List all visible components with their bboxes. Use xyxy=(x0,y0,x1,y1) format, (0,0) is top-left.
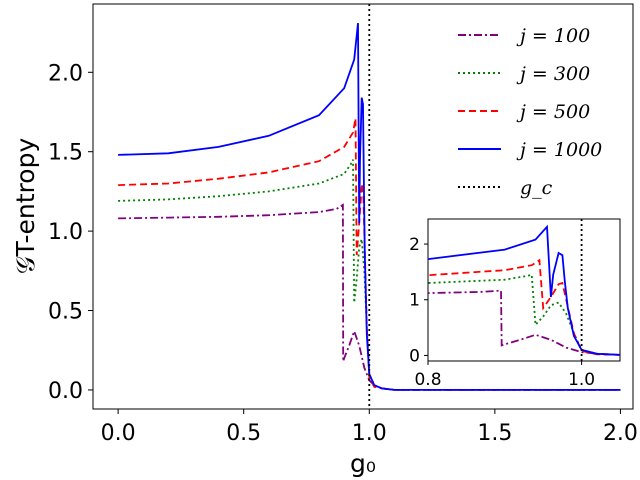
x-tick-label: 0.5 xyxy=(226,421,261,446)
legend-label-5: g_c xyxy=(520,177,553,199)
inset-y-tick-label: 1 xyxy=(409,291,420,311)
inset-y-tick-label: 2 xyxy=(409,235,420,255)
x-axis-label: g₀ xyxy=(350,449,376,478)
x-tick-label: 1.5 xyxy=(477,421,512,446)
legend-label-3: j = 500 xyxy=(516,101,590,123)
y-axis-label: 𝒢T-entropy xyxy=(11,138,40,275)
inset-x-tick-label: 1.0 xyxy=(568,370,595,390)
x-tick-label: 1.0 xyxy=(352,421,387,446)
inset-plot-area xyxy=(427,218,621,362)
legend-label-1: j = 100 xyxy=(516,25,590,47)
inset-series-line-4 xyxy=(428,224,620,356)
y-tick-label: 1.0 xyxy=(48,220,83,245)
legend-label-4: j = 1000 xyxy=(516,139,602,161)
legend-label-2: j = 300 xyxy=(516,63,590,85)
y-tick-label: 0.0 xyxy=(48,379,83,404)
y-tick-label: 1.5 xyxy=(48,141,83,166)
y-tick-label: 0.5 xyxy=(48,300,83,325)
y-tick-label: 2.0 xyxy=(48,61,83,86)
inset-y-tick-label: 0 xyxy=(409,346,420,366)
x-tick-label: 2.0 xyxy=(603,421,638,446)
inset-x-tick-label: 0.8 xyxy=(414,370,441,390)
legend: j = 100 j = 300 j = 500 j = 1000 g_c xyxy=(458,25,602,199)
series-line-4 xyxy=(118,23,621,391)
x-tick-label: 0.0 xyxy=(101,421,136,446)
